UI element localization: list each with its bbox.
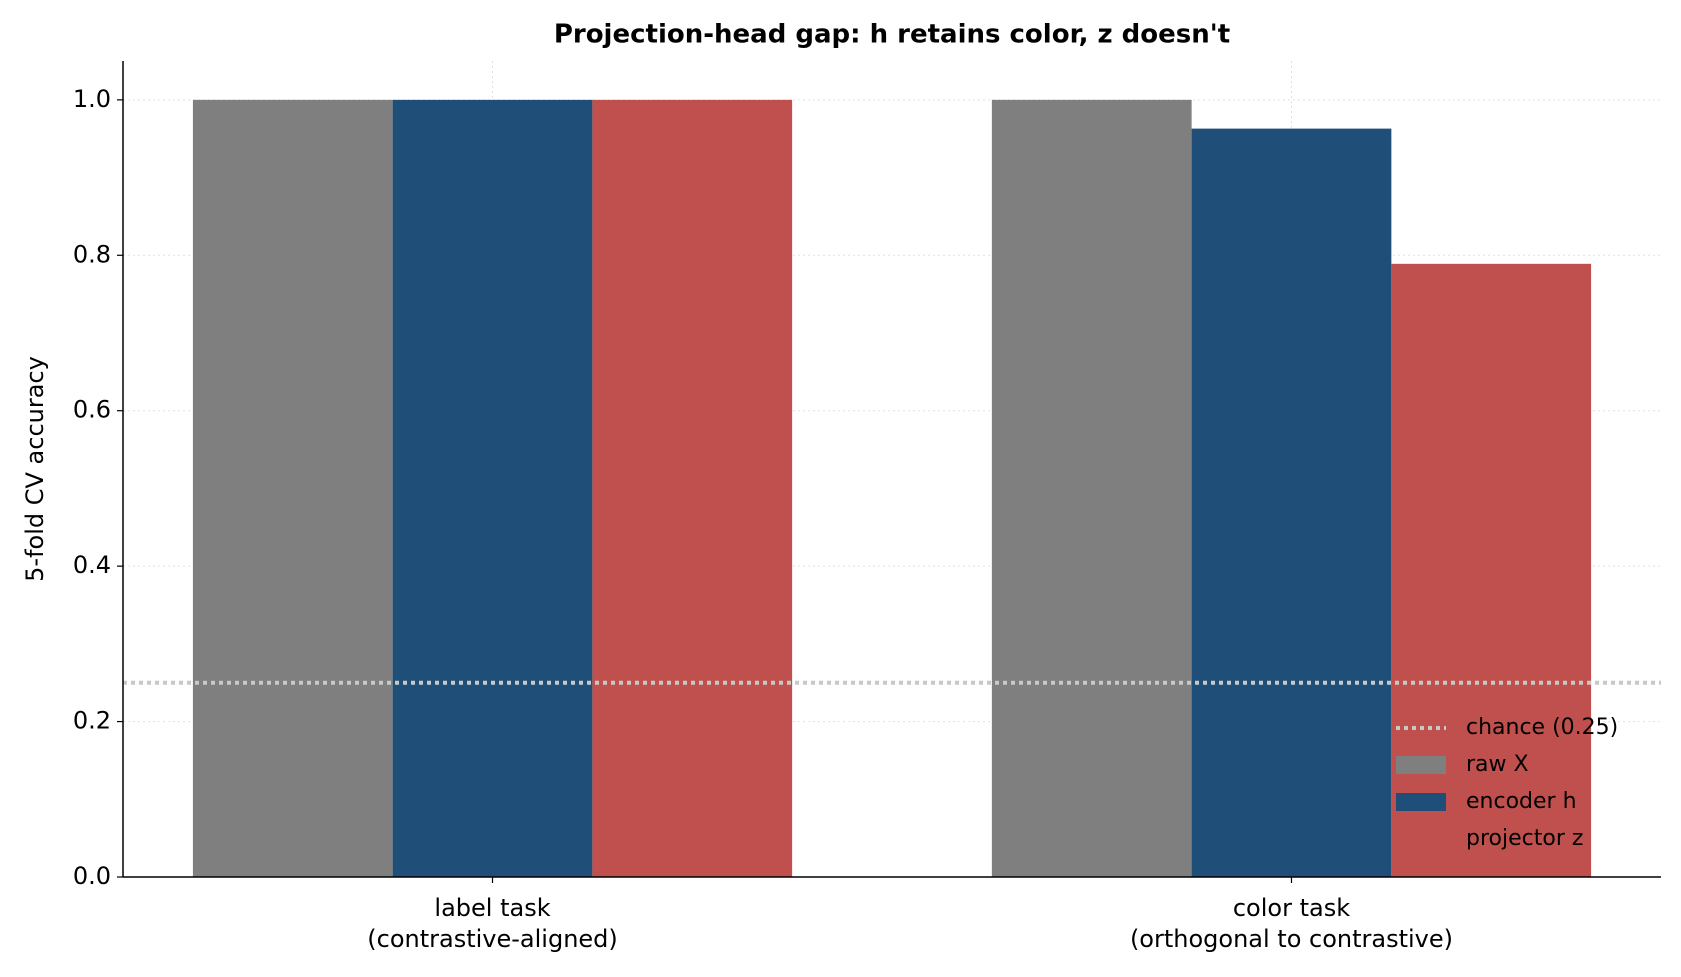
chart-title: Projection-head gap: h retains color, z … <box>554 20 1230 50</box>
y-tick-label: 0.8 <box>73 240 111 268</box>
legend-label: chance (0.25) <box>1466 715 1618 740</box>
bar <box>1391 263 1592 877</box>
x-tick-label: label task (contrastive-aligned) <box>367 894 618 953</box>
legend-swatch <box>1396 830 1446 848</box>
x-tick-label: color task (orthogonal to contrastive) <box>1130 894 1453 953</box>
legend-swatch <box>1396 793 1446 811</box>
y-tick-label: 0.4 <box>73 551 111 579</box>
y-tick-label: 1.0 <box>73 85 111 113</box>
legend-label: projector z <box>1466 826 1583 851</box>
y-tick-label: 0.2 <box>73 707 111 735</box>
bar <box>392 99 593 878</box>
bar <box>1191 128 1392 877</box>
bar <box>991 99 1192 878</box>
y-axis-label: 5-fold CV accuracy <box>21 356 49 582</box>
legend-swatch <box>1396 756 1446 774</box>
bar <box>592 99 793 878</box>
y-tick-label: 0.0 <box>73 862 111 890</box>
y-tick-label: 0.6 <box>73 396 111 424</box>
legend-label: encoder h <box>1466 789 1577 814</box>
bar <box>192 99 393 878</box>
legend-label: raw X <box>1466 752 1529 777</box>
